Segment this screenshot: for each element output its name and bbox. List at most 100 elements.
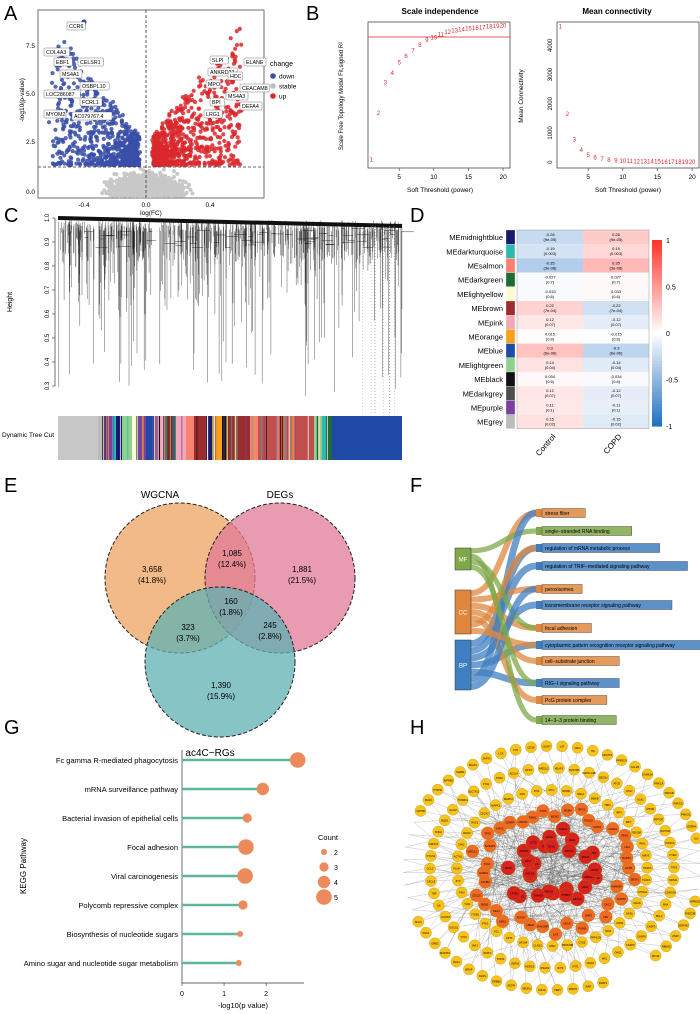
volcano-point	[91, 152, 96, 157]
volcano-point	[173, 110, 178, 115]
volcano-point	[167, 184, 171, 189]
volcano-point	[134, 147, 139, 152]
volcano-point	[182, 192, 187, 197]
volcano-point	[226, 104, 231, 110]
volcano-point	[157, 140, 162, 145]
volcano-point	[233, 46, 238, 51]
volcano-point	[59, 118, 65, 123]
heatmap-cell-pvalue: (0.7)	[612, 280, 621, 285]
tick-label: 0.4	[45, 357, 51, 366]
volcano-point	[61, 125, 66, 130]
network-node-label: TPX2	[484, 831, 491, 835]
sankey-term-label: single−stranded RNA binding	[545, 529, 610, 535]
gene-label: MPO	[208, 82, 220, 88]
network-node-label: PRPF40B	[562, 943, 574, 947]
volcano-point	[88, 120, 93, 125]
network-node-label: GRB2	[431, 942, 439, 946]
panel-letter-e: E	[4, 475, 17, 497]
module-color-segment	[251, 416, 253, 460]
volcano-point	[180, 140, 185, 145]
mean-connectivity-frame	[556, 21, 700, 169]
module-label: MEdarkgreen	[458, 276, 503, 285]
power-label: 20	[500, 23, 507, 29]
module-color-segment	[260, 416, 262, 460]
kegg-point	[237, 868, 253, 884]
network-node-label: CAV1	[458, 843, 465, 847]
network-node-label: ISG15	[587, 961, 595, 965]
network-node-label: CDC20	[472, 894, 481, 898]
volcano-point	[147, 191, 152, 196]
network-node-label: IRF7	[626, 820, 632, 824]
module-color-segment	[164, 416, 165, 460]
sankey-category-label: MF	[459, 558, 468, 564]
venn-set-label-degs: DEGs	[267, 490, 294, 501]
volcano-point	[141, 168, 146, 173]
ppi-network: SRP14HNRNPACDK1EIF4A3RPL4PTBP1RPS6EIF2S1…	[403, 740, 700, 996]
volcano-point	[197, 146, 202, 151]
module-color-segment	[284, 416, 286, 460]
volcano-point	[201, 146, 207, 151]
volcano-point	[84, 158, 89, 163]
volcano-point	[195, 117, 201, 122]
volcano-point	[127, 136, 132, 141]
volcano-point	[189, 146, 194, 151]
module-color-segment	[318, 416, 320, 460]
volcano-point	[55, 118, 60, 123]
volcano-point	[155, 162, 160, 168]
scale-independence-xlabel: Soft Threshold (power)	[407, 187, 473, 194]
volcano-point	[114, 178, 119, 183]
volcano-point	[116, 133, 121, 139]
network-node-label: PUF60	[578, 926, 587, 930]
module-color-segment	[58, 416, 98, 460]
volcano-point	[239, 42, 244, 47]
volcano-point	[234, 104, 239, 109]
tick-label: 0	[548, 160, 554, 164]
volcano-point	[153, 140, 158, 145]
network-node-label: CLNS1	[533, 943, 542, 947]
sankey-term-label: cell−substrate junction	[545, 659, 595, 665]
module-color-segment	[317, 416, 318, 460]
network-node-label: NUSAP1	[485, 844, 496, 848]
volcano-ytick: 5.0	[26, 91, 35, 98]
module-color-segment	[314, 416, 322, 460]
volcano-point	[100, 191, 105, 196]
network-node-label: POLE2	[584, 819, 593, 823]
volcano-point	[165, 159, 170, 164]
network-node-label: SHC1	[415, 920, 422, 924]
volcano-point	[218, 149, 223, 154]
volcano-point	[67, 129, 72, 134]
volcano-xtick: 0.0	[141, 202, 150, 209]
volcano-point	[119, 119, 124, 124]
volcano-point	[207, 118, 213, 123]
volcano-point	[98, 153, 103, 158]
module-color-segment	[170, 416, 172, 460]
kegg-legend-label: 4	[334, 880, 338, 887]
volcano-point	[190, 98, 195, 103]
volcano-point	[93, 124, 98, 129]
network-node-label: JAK1	[472, 944, 479, 948]
network-node-label: CASP3	[647, 925, 656, 929]
kegg-legend: 2 3 4 5	[316, 849, 338, 905]
volcano-point	[237, 26, 242, 31]
sankey-term-label: cytoplasmic pattern recognition receptor…	[545, 643, 675, 649]
volcano-point	[124, 178, 129, 182]
legend-up-label: up	[279, 94, 287, 101]
volcano-point	[227, 162, 232, 168]
module-color-segment	[181, 416, 183, 460]
volcano-point	[197, 135, 203, 140]
module-color-segment	[138, 416, 139, 460]
module-color-segment	[228, 416, 250, 460]
volcano-point	[113, 190, 118, 195]
network-node-label: CD69	[616, 921, 623, 925]
tick-label: 20	[688, 174, 696, 181]
volcano-point	[72, 65, 78, 70]
volcano-point	[59, 150, 65, 155]
heatmap-cell-pvalue: (6e-06)	[610, 351, 624, 356]
network-node-label: SOCS1	[449, 925, 458, 929]
kegg-legend-label: 3	[334, 865, 338, 872]
network-node-label: IFIT1	[572, 964, 579, 968]
volcano-point	[67, 162, 73, 168]
sankey-term-node	[536, 527, 542, 535]
volcano-point	[170, 133, 175, 138]
network-node-label: IKBKB	[591, 797, 599, 801]
